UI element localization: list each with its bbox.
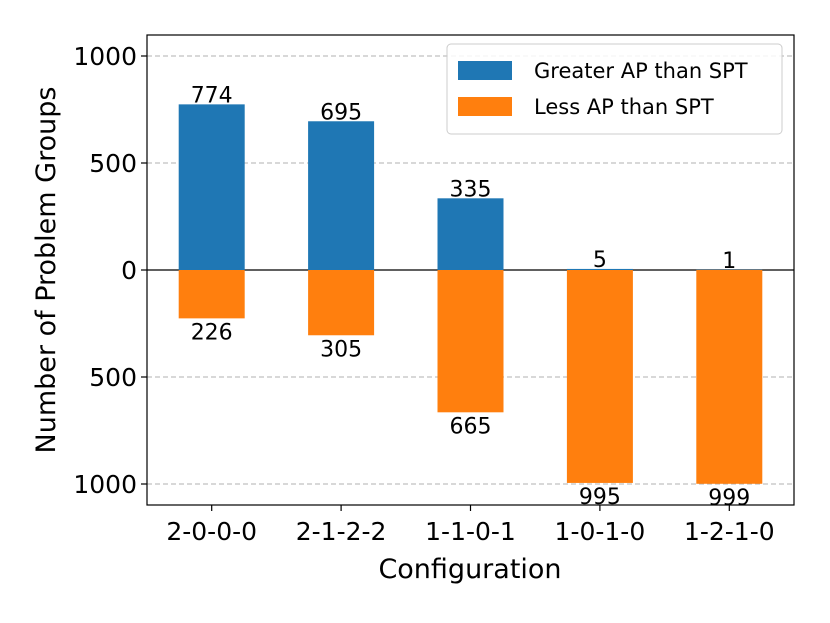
data-label-greater: 1 <box>722 249 736 274</box>
data-label-less: 665 <box>450 414 492 439</box>
data-label-greater: 335 <box>450 177 492 202</box>
data-label-less: 226 <box>191 320 233 345</box>
legend-swatch-less <box>458 97 512 116</box>
y-tick-label: 1000 <box>73 42 137 71</box>
x-tick-label: 1-1-0-1 <box>425 517 516 546</box>
bar-less <box>178 270 245 319</box>
data-label-greater: 695 <box>320 100 362 125</box>
bars <box>178 104 763 484</box>
data-label-less: 305 <box>320 337 362 362</box>
data-label-greater: 774 <box>191 83 233 108</box>
y-axis: 1000 500 0 500 1000 <box>73 42 147 499</box>
y-tick-label: 1000 <box>73 470 137 499</box>
legend-label-greater: Greater AP than SPT <box>534 59 748 83</box>
bar-less <box>308 270 375 336</box>
legend: Greater AP than SPT Less AP than SPT <box>446 43 783 135</box>
legend-label-less: Less AP than SPT <box>534 95 714 119</box>
y-axis-title: Number of Problem Groups <box>31 87 62 454</box>
x-tick-label: 1-0-1-0 <box>555 517 646 546</box>
bar-greater <box>566 268 633 270</box>
bar-less <box>566 270 633 483</box>
x-tick-label: 2-0-0-0 <box>166 517 257 546</box>
bar-greater <box>178 104 245 270</box>
legend-swatch-greater <box>458 61 512 80</box>
y-tick-label: 500 <box>89 363 137 392</box>
data-label-greater: 5 <box>593 248 607 273</box>
y-tick-label: 500 <box>89 149 137 178</box>
bar-greater <box>437 198 504 270</box>
y-tick-label: 0 <box>121 256 137 285</box>
x-tick-label: 2-1-2-2 <box>296 517 387 546</box>
bar-greater <box>308 121 375 271</box>
legend-frame <box>446 43 783 135</box>
x-axis-title: Configuration <box>378 554 561 585</box>
bar-less <box>437 270 504 413</box>
bar-less <box>696 270 763 484</box>
x-tick-label: 1-2-1-0 <box>684 517 775 546</box>
x-axis: 2-0-0-0 2-1-2-2 1-1-0-1 1-0-1-0 1-2-1-0 <box>166 505 775 546</box>
